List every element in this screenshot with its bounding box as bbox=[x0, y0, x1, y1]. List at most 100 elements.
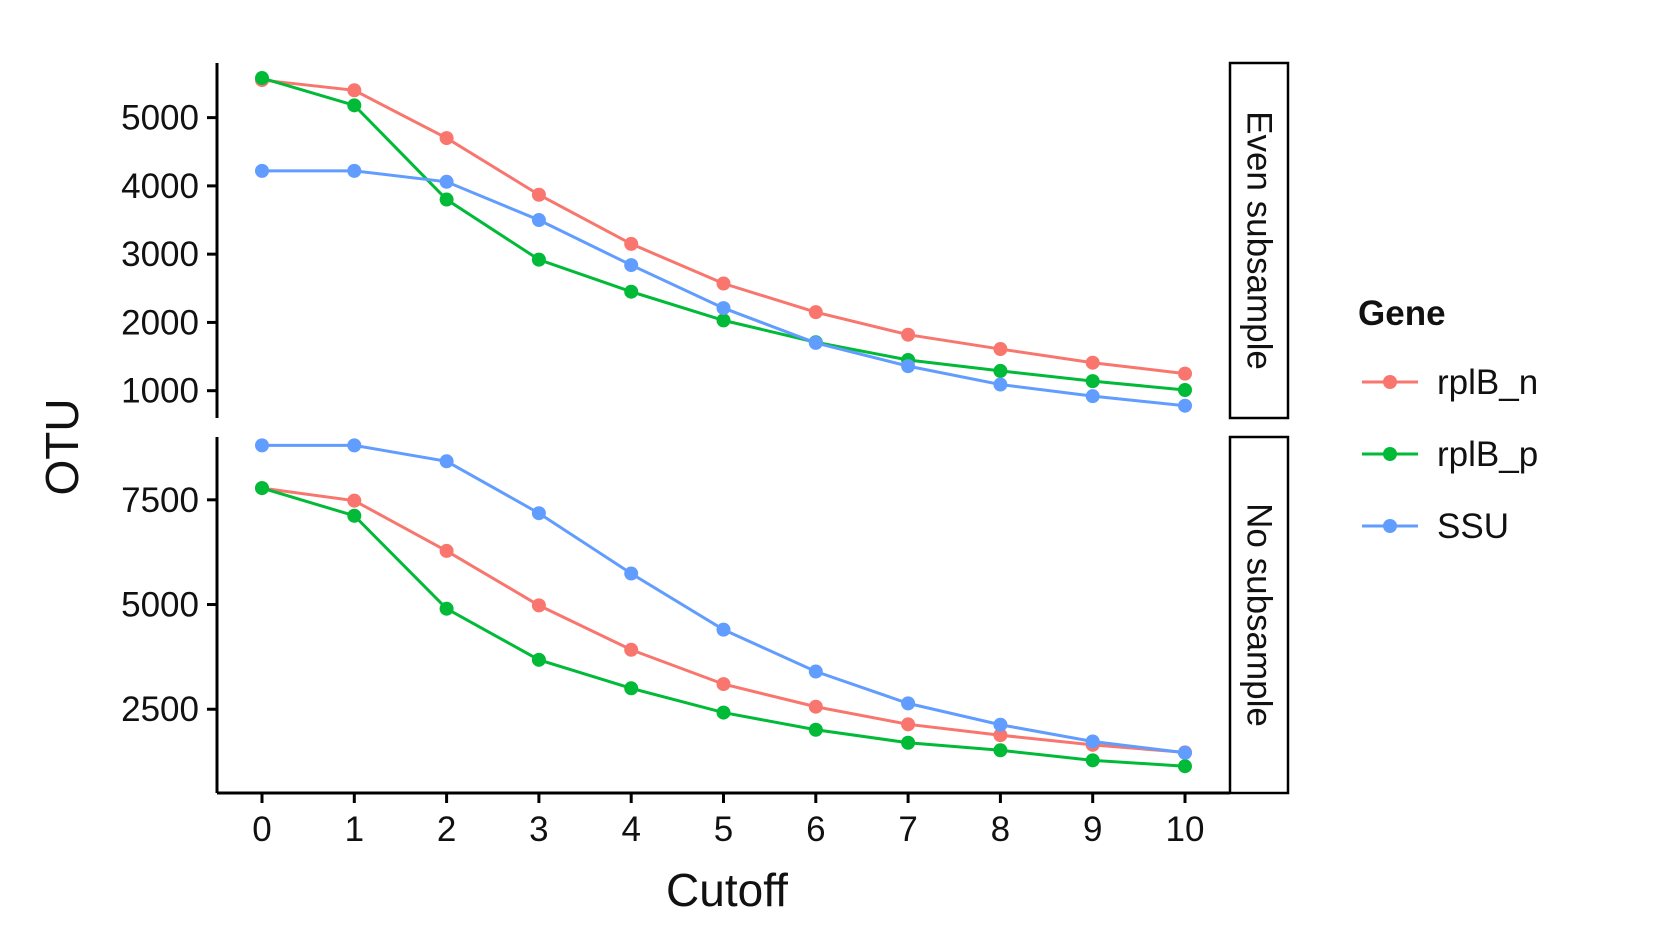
data-point-rplB_p bbox=[716, 705, 731, 720]
y-tick-label: 2000 bbox=[121, 303, 199, 342]
y-tick-label: 5000 bbox=[121, 586, 199, 625]
data-point-rplB_n bbox=[624, 642, 639, 657]
data-point-SSU bbox=[1178, 745, 1192, 760]
x-tick-label: 8 bbox=[991, 810, 1010, 849]
data-point-SSU bbox=[808, 664, 823, 679]
data-point-SSU bbox=[1085, 389, 1100, 404]
data-point-rplB_p bbox=[716, 313, 731, 328]
data-point-rplB_n bbox=[531, 187, 546, 202]
facet-strip bbox=[1228, 61, 1290, 420]
data-point-rplB_n bbox=[1178, 366, 1192, 381]
y-tick-label: 1000 bbox=[121, 372, 199, 411]
data-point-rplB_n bbox=[901, 327, 916, 342]
data-point-SSU bbox=[439, 454, 454, 469]
x-tick-label: 2 bbox=[437, 810, 456, 849]
data-point-rplB_n bbox=[993, 342, 1008, 357]
y-tick-label: 5000 bbox=[121, 99, 199, 138]
legend-label-rplB_p: rplB_p bbox=[1437, 435, 1538, 474]
data-point-rplB_p bbox=[1085, 753, 1100, 768]
facet-strip-label: No subsample bbox=[1240, 503, 1279, 727]
data-point-rplB_n bbox=[439, 131, 454, 146]
data-point-SSU bbox=[1085, 734, 1100, 749]
x-axis: 0 1 2 3 4 5 6 7 8 9 10 bbox=[217, 791, 1230, 849]
data-point-rplB_n bbox=[1085, 355, 1100, 370]
data-point-rplB_p bbox=[1085, 374, 1100, 389]
x-tick-label: 5 bbox=[714, 810, 733, 849]
data-point-rplB_p bbox=[901, 735, 916, 750]
y-tick-label: 2500 bbox=[121, 690, 199, 729]
data-point-rplB_p bbox=[993, 743, 1008, 758]
data-point-SSU bbox=[347, 163, 362, 178]
data-point-rplB_n bbox=[347, 493, 362, 508]
x-tick-label: 0 bbox=[252, 810, 271, 849]
x-tick-label: 4 bbox=[621, 810, 640, 849]
panel-1: 1000 2000 3000 4000 5000 Even subsample bbox=[121, 61, 1290, 420]
data-point-rplB_p bbox=[531, 652, 546, 667]
data-point-SSU bbox=[716, 301, 731, 316]
legend-key-point-SSU bbox=[1383, 519, 1397, 533]
x-tick-label: 7 bbox=[898, 810, 917, 849]
data-point-rplB_p bbox=[347, 98, 362, 113]
data-point-rplB_n bbox=[993, 728, 1008, 743]
y-tick-label: 3000 bbox=[121, 235, 199, 274]
data-point-rplB_n bbox=[439, 543, 454, 558]
data-point-SSU bbox=[1178, 398, 1192, 413]
data-point-rplB_n bbox=[808, 305, 823, 320]
panels-layer: 1000 2000 3000 4000 5000 Even subsample 2500 50… bbox=[121, 61, 1290, 795]
data-point-SSU bbox=[531, 506, 546, 521]
data-point-SSU bbox=[255, 438, 269, 453]
y-tick-label: 7500 bbox=[121, 481, 199, 520]
data-point-rplB_p bbox=[255, 481, 269, 496]
x-tick-label: 1 bbox=[345, 810, 364, 849]
data-point-rplB_p bbox=[1178, 759, 1192, 774]
x-tick-label: 6 bbox=[806, 810, 825, 849]
panel-2: 2500 5000 7500 No subsample bbox=[121, 435, 1290, 795]
series-line-rplB_p bbox=[261, 76, 1186, 392]
data-point-rplB_p bbox=[808, 722, 823, 737]
data-point-rplB_n bbox=[716, 276, 731, 291]
data-point-rplB_p bbox=[531, 252, 546, 267]
y-tick-label: 4000 bbox=[121, 167, 199, 206]
data-point-rplB_n bbox=[808, 699, 823, 714]
legend-label-rplB_n: rplB_n bbox=[1437, 363, 1538, 402]
data-point-SSU bbox=[439, 174, 454, 189]
series-line-rplB_n bbox=[261, 78, 1186, 376]
data-point-rplB_n bbox=[716, 677, 731, 692]
x-tick-label: 3 bbox=[529, 810, 548, 849]
data-point-SSU bbox=[993, 377, 1008, 392]
data-point-rplB_p bbox=[439, 601, 454, 616]
data-point-SSU bbox=[347, 438, 362, 453]
data-point-rplB_p bbox=[1178, 383, 1192, 398]
data-point-SSU bbox=[716, 622, 731, 637]
legend-key-point-rplB_p bbox=[1383, 447, 1397, 461]
data-point-SSU bbox=[993, 717, 1008, 732]
legend-label-SSU: SSU bbox=[1437, 507, 1509, 546]
data-point-rplB_n bbox=[624, 236, 639, 251]
data-point-SSU bbox=[808, 335, 823, 350]
facet-strip bbox=[1228, 435, 1290, 795]
data-point-rplB_p bbox=[993, 363, 1008, 378]
data-point-SSU bbox=[531, 213, 546, 228]
data-point-SSU bbox=[255, 163, 269, 178]
data-point-SSU bbox=[901, 696, 916, 711]
data-point-rplB_n bbox=[347, 83, 362, 98]
legend-key-point-rplB_n bbox=[1383, 375, 1397, 389]
data-point-rplB_p bbox=[255, 71, 269, 86]
x-tick-label: 9 bbox=[1083, 810, 1102, 849]
data-point-SSU bbox=[624, 258, 639, 273]
data-point-rplB_p bbox=[347, 508, 362, 523]
data-point-rplB_p bbox=[624, 681, 639, 696]
legend-title: Gene bbox=[1358, 294, 1446, 333]
legend: Gene rplB_n rplB_p SSU bbox=[1358, 294, 1538, 546]
data-point-rplB_p bbox=[439, 192, 454, 207]
facet-strip-label: Even subsample bbox=[1240, 111, 1279, 370]
data-point-SSU bbox=[901, 359, 916, 374]
x-tick-label: 10 bbox=[1166, 810, 1205, 849]
data-point-rplB_n bbox=[531, 598, 546, 613]
data-point-rplB_n bbox=[901, 717, 916, 732]
x-axis-title: Cutoff bbox=[666, 864, 788, 916]
data-point-rplB_p bbox=[624, 284, 639, 299]
y-axis-title: OTU bbox=[36, 398, 88, 495]
data-point-SSU bbox=[624, 566, 639, 581]
